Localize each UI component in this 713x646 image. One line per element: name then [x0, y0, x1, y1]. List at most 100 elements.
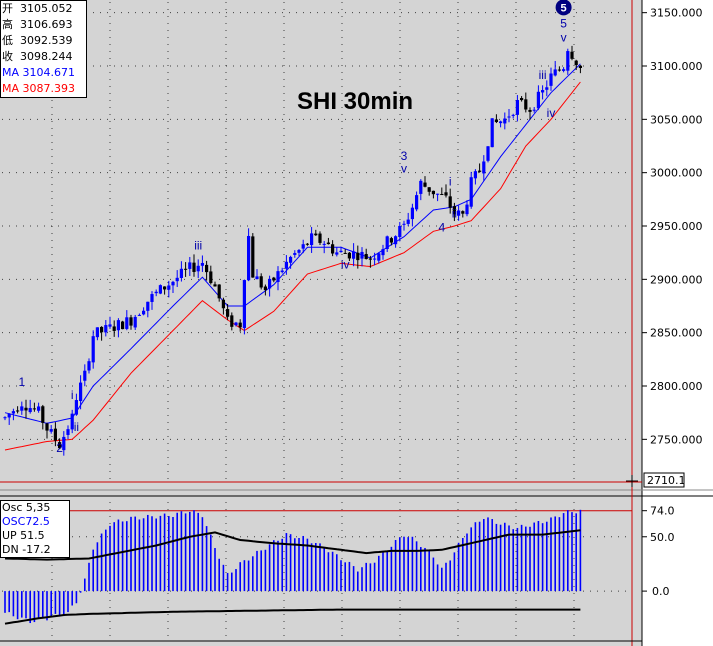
candle — [179, 261, 183, 282]
candle — [251, 233, 255, 278]
candle — [368, 255, 372, 268]
candle-body — [448, 196, 452, 208]
candle-body — [461, 211, 465, 214]
candle-body — [150, 294, 154, 302]
candle — [331, 240, 335, 257]
candle-body — [104, 325, 108, 333]
candle — [121, 320, 125, 330]
candle — [242, 279, 246, 335]
candle-body — [158, 285, 162, 294]
candle — [364, 248, 368, 260]
candle-body — [255, 276, 259, 280]
candle — [478, 163, 482, 173]
candle — [37, 402, 41, 413]
candle-body — [247, 235, 251, 281]
chart-title: SHI 30min — [297, 88, 414, 115]
candle-body — [226, 309, 230, 317]
candle — [276, 266, 280, 291]
candle — [221, 297, 225, 315]
wave-label: ii — [452, 206, 457, 220]
candle-body — [70, 413, 74, 430]
candle — [305, 243, 309, 246]
candle — [574, 59, 578, 71]
candle-body — [259, 276, 263, 288]
candle-body — [457, 210, 461, 216]
candle-body — [553, 69, 557, 76]
candle — [377, 252, 381, 264]
candle — [419, 179, 423, 201]
osc-signal-line — [4, 529, 581, 561]
candle — [49, 425, 53, 434]
candle-body — [335, 252, 339, 255]
candle-body — [566, 51, 570, 71]
candle-body — [343, 252, 347, 254]
candle-body — [331, 244, 335, 254]
price-tick-label: 3050.000 — [650, 113, 703, 126]
candle — [482, 155, 486, 181]
close-key: 收 — [2, 50, 13, 63]
wave-label: v — [561, 30, 567, 44]
price-axis: 3150.000 3100.000 3050.000 3000.000 2950.000… — [642, 7, 703, 446]
candle-body — [108, 324, 112, 327]
wave-label: 3 — [401, 149, 408, 163]
candle — [280, 267, 284, 274]
price-tick-label: 2800.000 — [650, 380, 703, 393]
open-value: 3105.052 — [20, 2, 73, 15]
candle — [566, 48, 570, 75]
candle-body — [507, 116, 511, 118]
wave-label: 2 — [56, 441, 63, 455]
wave-label: 5 — [560, 17, 567, 31]
candle — [318, 231, 322, 246]
candle — [289, 255, 293, 269]
candle — [457, 205, 461, 221]
candle — [284, 255, 288, 275]
candle-body — [377, 253, 381, 261]
candle — [146, 301, 150, 318]
candle-body — [326, 242, 330, 245]
candle-body — [541, 90, 545, 93]
candle — [175, 270, 179, 287]
candle — [213, 281, 217, 287]
candle — [125, 310, 129, 331]
axis-panel — [642, 0, 713, 646]
candle-body — [440, 194, 444, 196]
candle-body — [62, 436, 66, 451]
candle-body — [234, 322, 238, 326]
candle — [3, 416, 7, 421]
price-tick-label: 3100.000 — [650, 60, 703, 73]
osc-grid — [2, 502, 632, 640]
wave-label: iv — [547, 106, 556, 120]
candle-body — [574, 60, 578, 65]
candle-body — [373, 258, 377, 260]
candle — [200, 255, 204, 272]
candle-body — [184, 268, 188, 270]
candle — [339, 246, 343, 253]
osc-header: Osc 5,35 — [2, 501, 51, 514]
osc-axis: 74.0 50.0 0.0 — [642, 505, 675, 598]
candle-body — [310, 233, 314, 246]
ohlc-info-box: 开 3105.052 高 3106.693 低 3092.539 收 3098.244 … — [0, 0, 87, 98]
candle-body — [515, 100, 519, 115]
candle-body — [524, 99, 528, 110]
candle-body — [368, 258, 372, 260]
candle-body — [49, 429, 53, 432]
candle — [423, 176, 427, 188]
candle — [347, 251, 351, 262]
candle-body — [192, 262, 196, 272]
candle — [301, 239, 305, 254]
candle-body — [272, 277, 276, 281]
candle — [352, 243, 356, 267]
candle — [314, 229, 318, 236]
price-tag-box — [643, 472, 685, 488]
candle — [158, 284, 162, 295]
close-value: 3098.244 — [20, 50, 73, 63]
candle-body — [499, 121, 503, 124]
candle — [255, 269, 259, 280]
ma-slow-line — [4, 81, 581, 451]
candle — [116, 318, 120, 338]
price-tag-value: 2710.1 — [647, 474, 686, 487]
wave-5-circle-label: 5 — [561, 2, 567, 14]
candle — [58, 438, 62, 449]
wave-label: 1 — [18, 375, 25, 389]
candle — [444, 184, 448, 198]
